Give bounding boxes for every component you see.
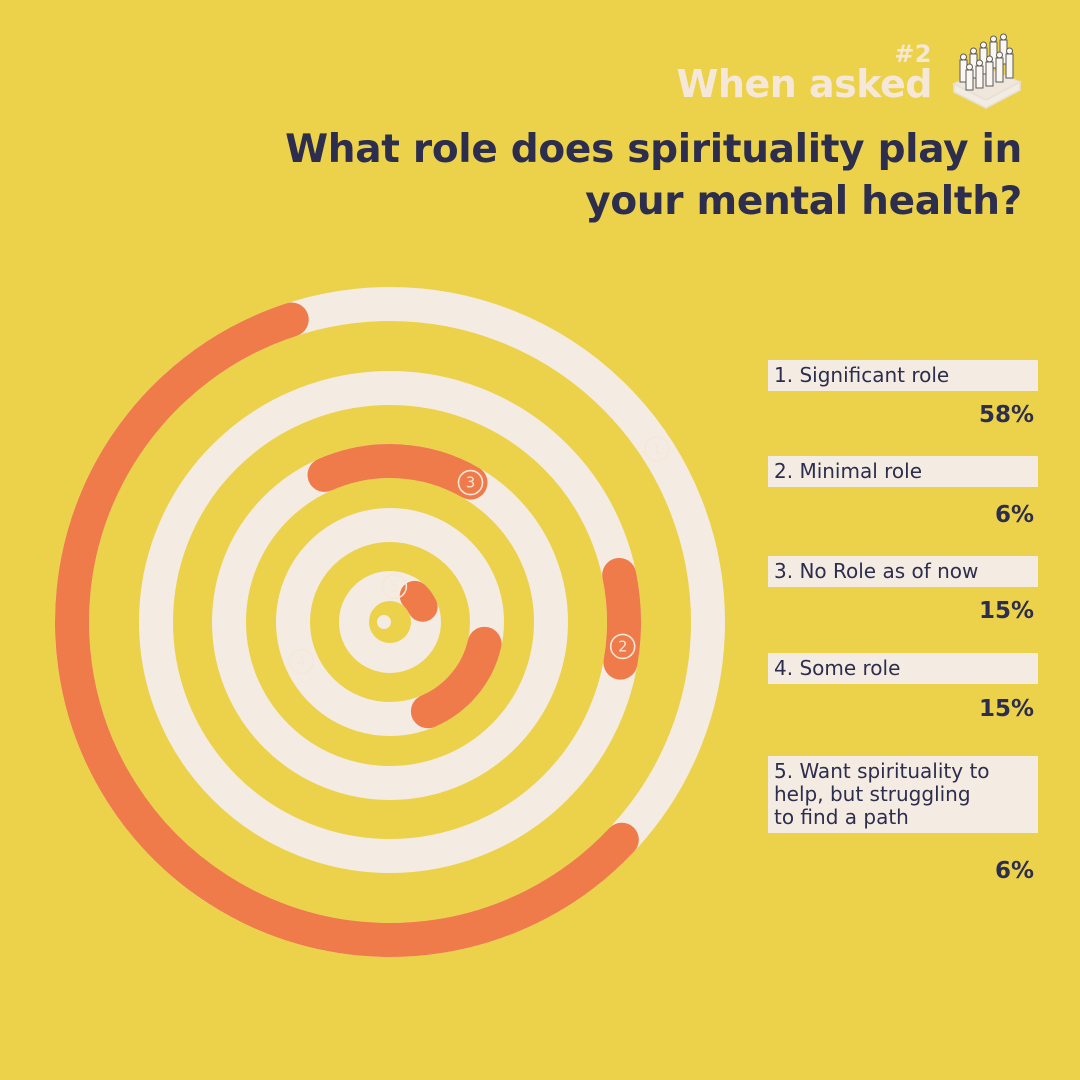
bar-badge-2-ring (609, 633, 636, 660)
ring-track-4 (276, 508, 504, 736)
legend-item-5-line-1: 5. Want spirituality to (774, 759, 990, 783)
legend-item-5-label: 5. Want spirituality to help, but strugg… (768, 756, 1038, 833)
bar-5 (399, 580, 438, 622)
bar-badge-4-label: 4 (297, 652, 307, 670)
legend-item-3-value: 15% (978, 598, 1034, 624)
people-crowd-icon (952, 33, 1022, 109)
bar-1 (55, 302, 639, 957)
question-title: What role does spirituality play in your… (202, 124, 1022, 228)
bar-badge-5-label: 5 (390, 577, 400, 595)
legend-item-1-value: 58% (978, 402, 1034, 428)
bar-badge-1-label: 1 (652, 440, 662, 458)
question-line-1: What role does spirituality play in (285, 127, 1022, 172)
bar-badge-4-ring (288, 648, 315, 675)
legend-item-5-line-2: help, but struggling (774, 782, 971, 806)
center-dot (377, 615, 391, 629)
legend-item-4-label: 4. Some role (768, 653, 1038, 684)
legend-item-4-value: 15% (978, 696, 1034, 722)
legend-item-5-line-3: to find a path (774, 805, 909, 829)
bar-3 (307, 444, 488, 500)
bar-badge-1-ring (643, 436, 670, 462)
kicker-title: When asked (676, 62, 932, 106)
badge-number: #2 (894, 40, 932, 68)
bar-2 (602, 557, 641, 680)
legend-item-3-label: 3. No Role as of now (768, 556, 1038, 587)
legend-item-1-label: 1. Significant role (768, 360, 1038, 391)
question-line-2: your mental health? (585, 179, 1022, 224)
bar-badge-3-ring (457, 469, 484, 496)
bar-badge-3-label: 3 (466, 474, 476, 492)
legend-item-5-value: 6% (994, 858, 1034, 884)
bar-4 (410, 626, 502, 729)
ring-track-5 (339, 571, 441, 673)
legend-item-2-label: 2. Minimal role (768, 456, 1038, 487)
legend-item-2-value: 6% (994, 502, 1034, 528)
bar-badge-2-label: 2 (618, 637, 628, 655)
bar-badge-5-ring (381, 573, 408, 600)
